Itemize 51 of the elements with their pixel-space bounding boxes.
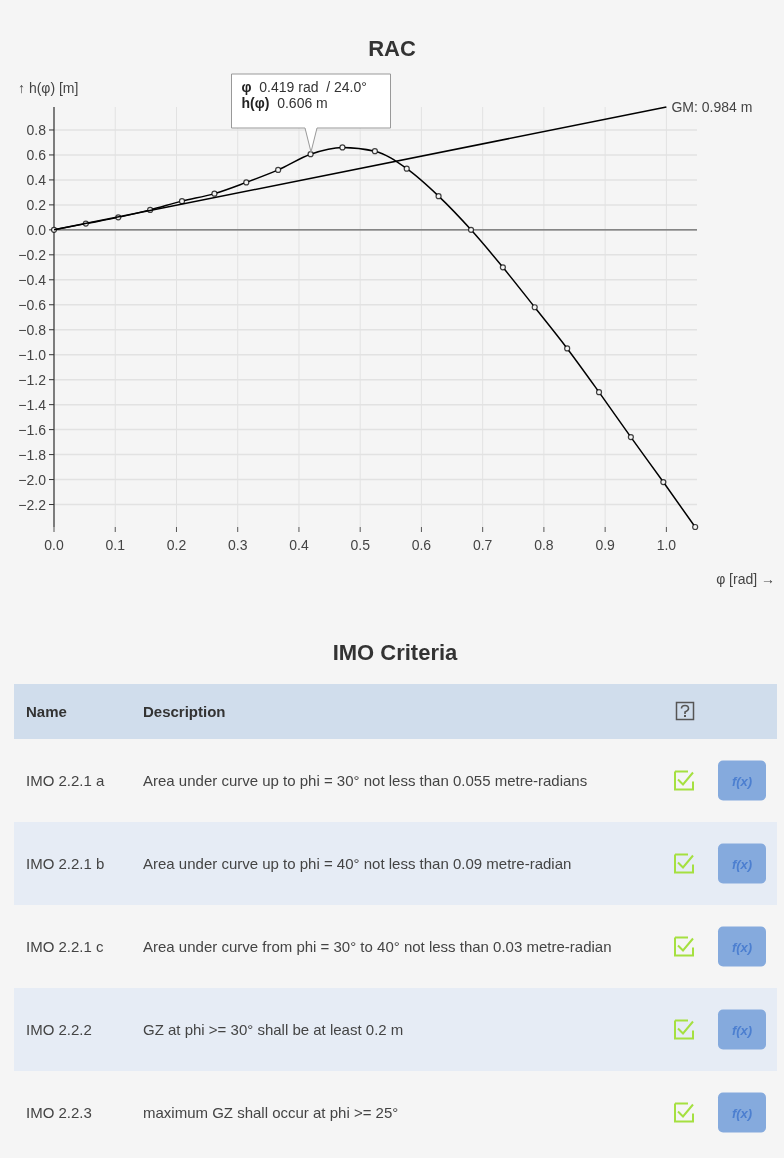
text: IMO 2.2.1 b xyxy=(26,854,105,872)
y-tick-label: 0.2 xyxy=(26,196,47,213)
text: Area under curve up to phi = 40° not less than 0.09 metre-radian xyxy=(143,854,572,872)
text: Description xyxy=(143,703,226,720)
text: Area under curve from phi = 30° to 40° not less than 0.03 metre-radian xyxy=(143,937,612,955)
x-tick-label: 0.6 xyxy=(411,537,432,553)
text: f(x) xyxy=(731,939,753,955)
y-tick-label: −0.8 xyxy=(18,321,47,338)
text: IMO 2.2.1 a xyxy=(26,771,106,789)
y-tick-label: −2.2 xyxy=(18,496,47,513)
annotation: h(φ) 0.606 m xyxy=(241,95,328,111)
y-tick-label: 0.6 xyxy=(26,146,47,163)
x-tick-label: 0.2 xyxy=(166,537,187,553)
x-tick-label: 0.9 xyxy=(595,537,616,553)
x-tick-label: 0.7 xyxy=(472,537,493,553)
x-tick-label: 0.5 xyxy=(350,537,371,553)
y-tick-label: −0.2 xyxy=(18,246,47,263)
x-tick-label: 1.0 xyxy=(656,537,677,553)
x-tick-label: 0.1 xyxy=(105,537,126,553)
x-tick-label: 0.8 xyxy=(534,537,554,553)
text: f(x) xyxy=(731,773,753,789)
y-axis-title: ↑ h(φ) [m] xyxy=(18,80,79,96)
text: IMO Criteria xyxy=(332,640,459,665)
y-tick-label: 0.8 xyxy=(26,121,47,138)
text: f(x) xyxy=(731,1022,753,1038)
y-tick-label: −1.0 xyxy=(18,346,47,363)
x-tick-label: 0.0 xyxy=(44,537,64,553)
text: IMO 2.2.2 xyxy=(26,1020,92,1038)
y-tick-label: −0.4 xyxy=(18,271,47,288)
y-tick-label: −1.6 xyxy=(18,421,47,438)
x-tick-label: 0.4 xyxy=(289,537,309,553)
y-tick-label: −0.6 xyxy=(18,296,47,313)
y-tick-label: 0.4 xyxy=(26,171,47,188)
text: maximum GZ shall occur at phi >= 25° xyxy=(143,1103,399,1121)
text: φ 0.419 rad / 24.0° xyxy=(241,79,367,95)
text: IMO 2.2.3 xyxy=(26,1103,92,1121)
text: Name xyxy=(26,703,67,720)
y-tick-label: 0.0 xyxy=(26,221,47,238)
series-label: GM: 0.984 m xyxy=(671,99,753,115)
y-tick-label: −1.4 xyxy=(18,396,47,413)
x-tick-label: 0.3 xyxy=(227,537,248,553)
text: f(x) xyxy=(731,1105,753,1121)
y-tick-label: −2.0 xyxy=(18,471,47,488)
text: IMO 2.2.1 c xyxy=(26,937,105,955)
text: Area under curve up to phi = 30° not less than 0.055 metre-radians xyxy=(143,771,588,789)
y-tick-label: −1.2 xyxy=(18,371,47,388)
chart-title: RAC xyxy=(368,36,416,61)
x-axis-title: φ [rad] → xyxy=(716,571,775,587)
text: f(x) xyxy=(731,856,753,872)
y-tick-label: −1.8 xyxy=(18,446,47,463)
text: GZ at phi >= 30° shall be at least 0.2 m xyxy=(143,1020,404,1038)
